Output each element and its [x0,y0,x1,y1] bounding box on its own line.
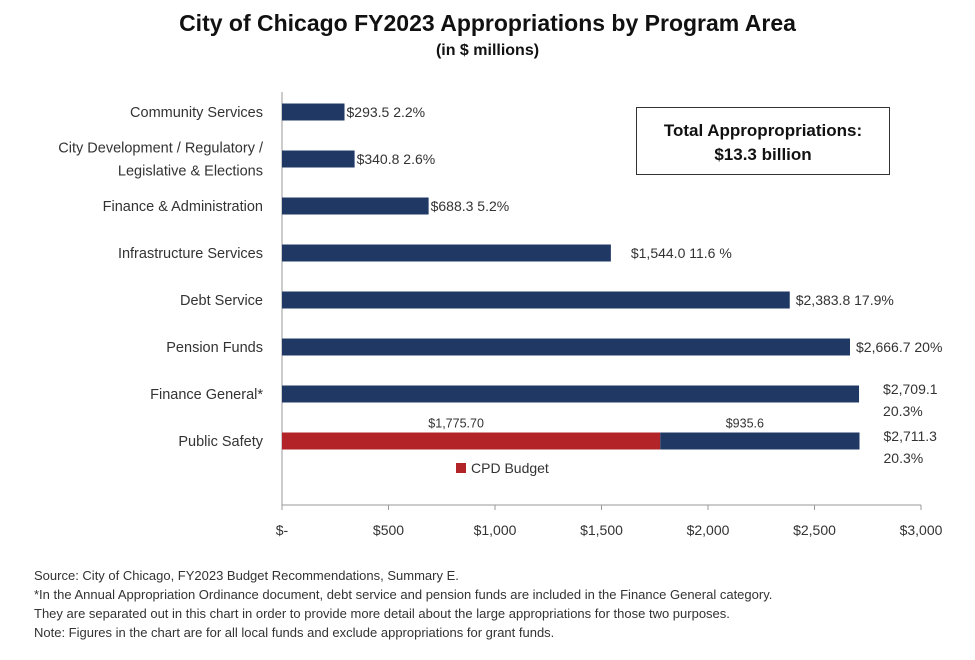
x-tick-label: $1,000 [474,522,517,538]
category-label: Debt Service [180,293,263,309]
x-tick-label: $2,000 [687,522,730,538]
bar-segment [282,432,661,450]
category-label: Community Services [130,105,263,121]
bar-chart: $- $500 $1,000 $1,500 $2,000 $2,500 $3,000 Comm… [58,92,943,538]
total-box-line2: $13.3 billion [714,145,812,164]
x-tick-label: $3,000 [900,522,943,538]
footnote-line: *In the Annual Appropriation Ordinance d… [34,587,773,602]
footnote-line: Source: City of Chicago, FY2023 Budget R… [34,568,459,583]
category-label: Infrastructure Services [118,246,263,262]
bar [282,338,851,356]
x-tick-label: $1,500 [580,522,623,538]
legend-swatch-cpd [456,463,466,473]
category-label: City Development / Regulatory / [58,141,264,157]
bar-value-label: $2,666.7 20% [856,339,942,355]
bar-value-label: $688.3 5.2% [431,198,510,214]
bar [282,244,611,262]
segment-value-label: $1,775.70 [428,417,484,431]
category-label: Pension Funds [166,340,263,356]
segment-value-label: $935.6 [726,417,764,431]
bar [282,103,345,121]
chart-title: City of Chicago FY2023 Appropriations by… [179,10,796,36]
x-tick-label: $2,500 [793,522,836,538]
bar-value-label: $340.8 2.6% [357,151,436,167]
x-tick-label: $- [276,522,289,538]
category-label: Finance General* [150,387,263,403]
bar [282,150,355,168]
legend-label-cpd: CPD Budget [471,460,549,476]
total-box-line1: Total Appropropriations: [663,121,863,140]
bar [282,385,860,403]
category-label: Finance & Administration [103,199,263,215]
bar-percent-label: 20.3% [883,403,923,419]
x-tick-label: $500 [373,522,404,538]
category-label: Public Safety [178,434,263,450]
bar-value-label: $2,711.3 [884,428,938,444]
bar-value-label: $293.5 2.2% [347,104,426,120]
total-appropriations-box: Total Appropropriations: $13.3 billion [636,107,890,175]
bar [282,197,429,215]
bar [282,291,790,309]
footnote-line: Note: Figures in the chart are for all l… [34,625,555,640]
category-label: Legislative & Elections [118,164,263,180]
chart-subtitle: (in $ millions) [435,42,540,59]
footnotes: Source: City of Chicago, FY2023 Budget R… [34,566,954,642]
footnote-line: They are separated out in this chart in … [34,606,730,621]
bar-value-label: $1,544.0 11.6 % [631,245,732,261]
bar-segment [660,432,860,450]
bar-percent-label: 20.3% [884,450,924,466]
bar-value-label: $2,709.1 [883,381,938,397]
bar-value-label: $2,383.8 17.9% [796,292,894,308]
